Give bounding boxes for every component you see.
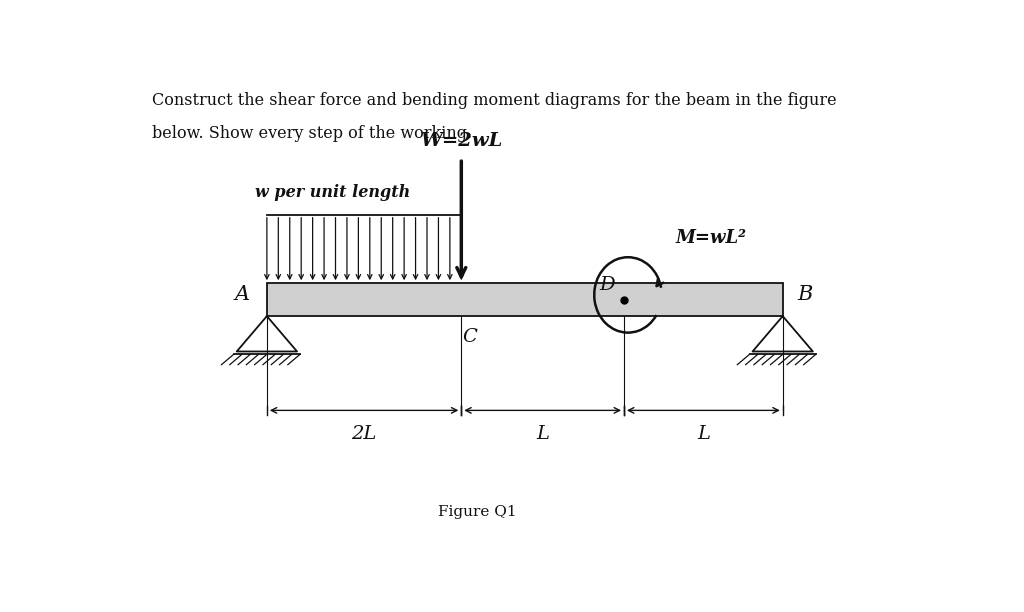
Text: L: L [537,425,549,442]
Text: w per unit length: w per unit length [255,184,410,201]
Text: below. Show every step of the working.: below. Show every step of the working. [152,125,472,142]
Text: W=2wL: W=2wL [420,132,503,150]
Text: B: B [797,285,812,304]
Text: 2L: 2L [351,425,377,442]
Text: M=wL²: M=wL² [676,230,746,247]
Bar [267,283,782,316]
Text: Construct the shear force and bending moment diagrams for the beam in the figure: Construct the shear force and bending mo… [152,92,837,110]
Text: C: C [462,328,477,346]
Text: A: A [234,285,250,304]
Text: L: L [697,425,710,442]
Text: D: D [599,276,614,294]
Text: Figure Q1: Figure Q1 [438,505,516,519]
